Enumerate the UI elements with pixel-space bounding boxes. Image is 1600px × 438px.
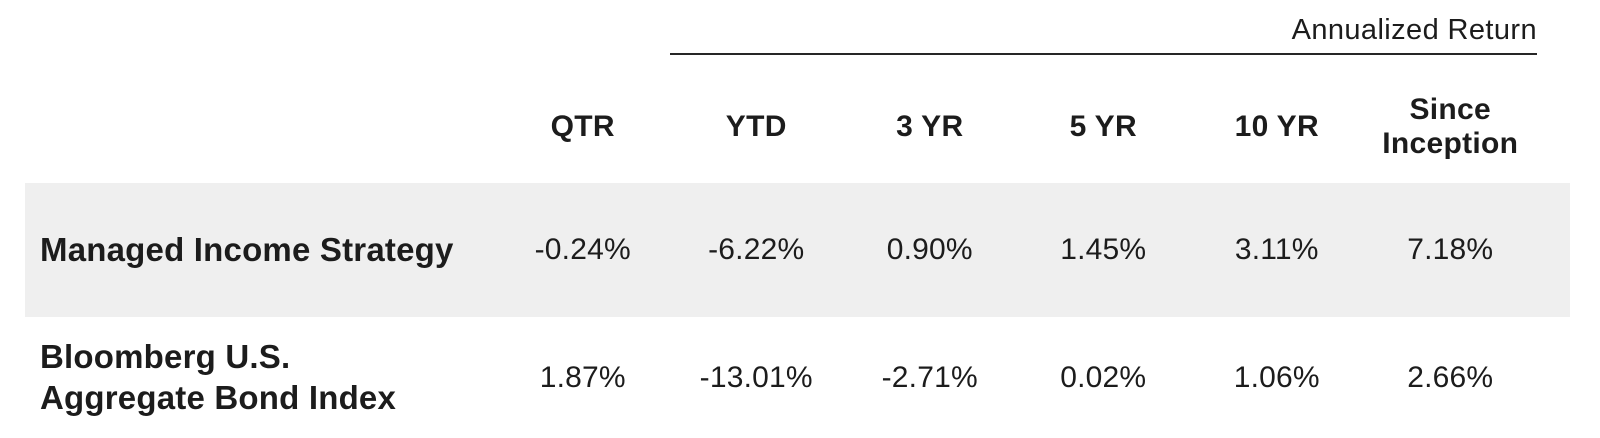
value-cell: -2.71% — [881, 360, 978, 394]
annualized-return-rule: Annualized Return — [669, 0, 1537, 55]
row-label-bloomberg-aggregate-bond-index: Bloomberg U.S. Aggregate Bond Index — [40, 338, 397, 416]
value-cell: 1.87% — [539, 360, 626, 394]
table-row-managed-income-strategy: Managed Income Strategy -0.24% -6.22% 0.… — [25, 183, 1570, 317]
row-right-pad — [1537, 183, 1570, 317]
value-cell: 1.45% — [1060, 233, 1147, 266]
value-cell: 2.66% — [1407, 360, 1494, 394]
value-cell: 3.11% — [1234, 233, 1319, 266]
value-cell: 0.90% — [886, 233, 973, 266]
table-row-bloomberg-aggregate-bond-index: Bloomberg U.S. Aggregate Bond Index 1.87… — [25, 317, 1570, 438]
value-cell: -0.24% — [534, 233, 631, 266]
group-row-right-pad — [1537, 0, 1570, 55]
row-right-pad — [1537, 317, 1570, 438]
column-header-since-inception: Since Inception — [1382, 93, 1519, 160]
annualized-return-group-row: Annualized Return — [25, 0, 1570, 55]
column-header-qtr: QTR — [550, 110, 615, 144]
value-cell: -13.01% — [699, 360, 813, 394]
header-row-right-pad — [1537, 55, 1570, 183]
column-header-5yr: 5 YR — [1069, 110, 1137, 144]
column-header-row: QTR YTD 3 YR 5 YR 10 YR Since Inception — [25, 55, 1570, 183]
column-header-10yr: 10 YR — [1234, 110, 1319, 144]
value-cell: -6.22% — [708, 233, 805, 266]
column-header-ytd: YTD — [725, 110, 787, 144]
value-cell: 1.06% — [1233, 360, 1320, 394]
group-row-spacer — [25, 0, 670, 55]
annualized-return-label: Annualized Return — [1291, 14, 1537, 46]
row-label-managed-income-strategy: Managed Income Strategy — [40, 230, 454, 268]
value-cell: 7.18% — [1407, 233, 1494, 266]
value-cell: 0.02% — [1060, 360, 1147, 394]
column-header-3yr: 3 YR — [896, 110, 964, 144]
label-column-spacer — [25, 55, 496, 183]
